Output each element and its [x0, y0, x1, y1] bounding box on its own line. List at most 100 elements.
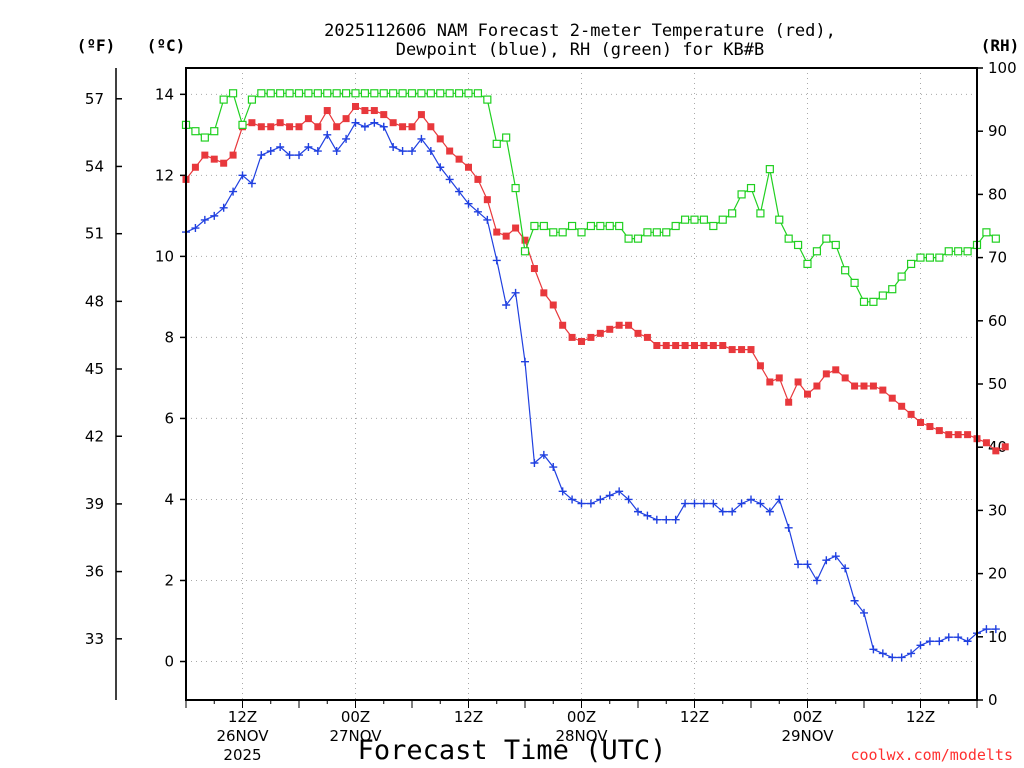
celsius-tick-label: 12 [155, 166, 174, 184]
dewpoint-point [634, 507, 642, 516]
temperature-point [295, 123, 303, 131]
temperature-point [615, 321, 623, 329]
celsius-tick-label: 2 [164, 571, 174, 589]
dewpoint-point [615, 487, 624, 496]
temperature-point [389, 119, 397, 127]
temperature-point [681, 342, 689, 350]
temperature-point [992, 447, 1000, 455]
dewpoint-point [200, 215, 209, 224]
temperature-point [672, 342, 680, 350]
rh-point [511, 183, 520, 193]
rh-point [699, 215, 709, 224]
temperature-point [549, 301, 557, 309]
temperature-point [361, 107, 369, 115]
time-tick-label: 2025 [223, 746, 261, 764]
dewpoint-point [511, 288, 520, 297]
rh-tick-label: 80 [988, 185, 1007, 203]
dewpoint-point [737, 499, 746, 508]
temperature-point [257, 123, 265, 131]
temperature-point [530, 265, 538, 273]
temperature-point [314, 123, 322, 131]
temperature-point [323, 107, 331, 115]
fahrenheit-tick-label: 51 [85, 225, 104, 243]
temperature-point [276, 119, 284, 127]
temperature-point [229, 151, 237, 159]
time-tick-label: 12Z [228, 708, 257, 726]
rh-point [662, 228, 671, 237]
dewpoint-point [323, 130, 332, 139]
celsius-tick-label: 4 [164, 490, 174, 508]
dewpoint-point [963, 637, 972, 646]
temperature-point [446, 147, 454, 155]
rh-tick-label: 50 [988, 375, 1007, 393]
temperature-point [191, 163, 199, 171]
temperature-point [502, 232, 510, 240]
temperature-point [493, 228, 501, 236]
fahrenheit-tick-label: 36 [85, 563, 104, 581]
temperature-point [559, 321, 567, 329]
rh-point [718, 215, 727, 224]
rh-point [567, 221, 577, 231]
rh-point [577, 228, 586, 237]
rh-axis-unit: (RH) [981, 36, 1020, 55]
dewpoint-point [577, 499, 586, 508]
dewpoint-point [408, 147, 416, 156]
temperature-point [756, 362, 764, 370]
dewpoint-point [803, 560, 812, 569]
rh-point [210, 127, 219, 136]
dewpoint-point [888, 653, 897, 662]
dewpoint-point [605, 491, 614, 500]
rh-point [276, 89, 285, 98]
time-tick-label: 00Z [341, 708, 370, 726]
temperature-point [804, 390, 811, 398]
temperature-point [634, 329, 642, 337]
dewpoint-point [784, 523, 793, 532]
rh-point [530, 221, 539, 231]
rh-point [944, 247, 953, 256]
time-tick-label: 12Z [454, 708, 483, 726]
temperature-point [728, 346, 736, 354]
fahrenheit-tick-label: 45 [85, 360, 104, 378]
x-axis-title: Forecast Time (UTC) [358, 735, 667, 766]
temperature-point [709, 342, 717, 350]
fahrenheit-tick-label: 42 [85, 427, 104, 445]
temperature-point [832, 366, 840, 374]
temperature-point [399, 123, 407, 131]
celsius-tick-label: 14 [155, 85, 174, 103]
rh-point [963, 247, 972, 256]
dewpoint-point [257, 151, 266, 160]
time-tick-label: 29NOV [781, 727, 834, 745]
temperature-point [954, 431, 962, 439]
dewpoint-point [530, 459, 539, 467]
dewpoint-point [925, 637, 934, 646]
rh-point [954, 247, 963, 256]
rh-point [266, 89, 275, 98]
rh-point [888, 285, 897, 294]
rh-point [803, 259, 812, 269]
fahrenheit-tick-label: 33 [85, 630, 104, 648]
temperature-point [653, 342, 661, 350]
fahrenheit-axis-unit: (ºF) [77, 36, 116, 55]
temperature-point [286, 123, 294, 131]
dewpoint-point [991, 625, 1000, 634]
fahrenheit-axis: 57 54 51 48 45 42 39 36 33 [85, 90, 122, 648]
temperature-point [719, 342, 727, 350]
dewpoint-point [860, 608, 868, 617]
dewpoint-point [671, 515, 680, 524]
series-rh [181, 89, 1000, 306]
dewpoint-point [709, 499, 718, 508]
dewpoint-point [690, 499, 699, 508]
temperature-point [869, 382, 877, 390]
rh-point [304, 89, 313, 98]
dewpoint-point [756, 499, 765, 508]
grid [186, 68, 977, 700]
dewpoint-point [794, 560, 803, 569]
dewpoint-point [897, 653, 906, 662]
time-tick-label: 12Z [906, 708, 935, 726]
rh-point [426, 89, 435, 98]
temperature-point [738, 346, 746, 354]
rh-point [624, 234, 633, 243]
rh-point [690, 215, 699, 224]
dewpoint-point [596, 495, 605, 504]
temperature-point [794, 378, 802, 386]
